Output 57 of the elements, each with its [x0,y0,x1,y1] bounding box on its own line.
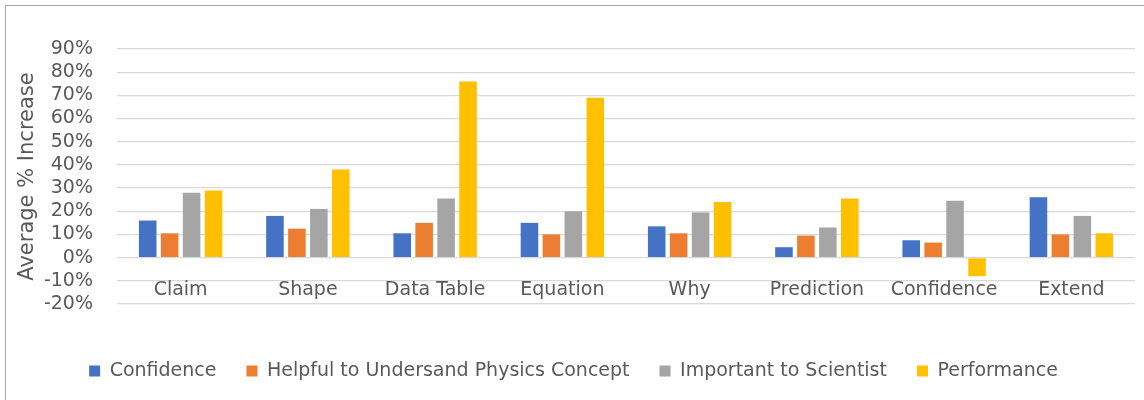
y-tick-label: 90% [50,35,93,58]
bar [924,242,942,257]
y-tick-label: 0% [62,244,93,267]
bar [713,202,732,257]
y-tick-label: 10% [50,221,93,244]
bar [775,247,793,257]
x-tick-label: Extend [1038,276,1105,299]
bar [691,212,710,257]
bar [1051,234,1070,257]
x-tick-label: Claim [153,276,208,299]
legend-label: Helpful to Undersand Physics Concept [266,357,630,380]
y-tick-label: -20% [43,290,93,313]
bar [393,233,411,257]
bar [332,169,350,257]
bar [586,97,605,257]
bar [841,198,859,257]
bar [437,198,455,257]
bar [819,227,837,257]
x-tick-label: Shape [278,276,338,299]
y-tick-label: 60% [50,105,93,128]
bar [459,81,477,257]
bar [266,215,284,257]
y-tick-label: 40% [50,151,93,174]
x-tick-label: Confidence [890,276,998,299]
y-tick-label: 80% [50,59,93,82]
bar [902,240,920,257]
legend-label: Performance [937,357,1058,380]
bar [182,192,201,257]
bar [310,208,328,257]
x-tick-label: Equation [520,276,605,299]
bar [204,190,223,257]
bar [1095,233,1114,257]
bar [160,233,179,257]
bar [946,200,964,257]
legend-label: Confidence [109,357,217,380]
bar [564,211,583,257]
y-tick-label: 30% [50,175,93,198]
x-tick-label: Why [668,276,711,299]
bar [647,226,666,257]
y-tick-label: 20% [50,198,93,221]
bar [1073,215,1092,257]
bar [669,233,688,257]
bar [138,220,157,257]
bar [1029,197,1048,257]
bar [797,235,815,257]
bar [288,228,306,257]
bar [542,234,561,257]
bar [415,222,433,257]
bar [520,222,539,257]
x-tick-label: Prediction [769,276,865,299]
y-tick-label: 70% [50,82,93,105]
y-axis-title: Average % Increase [14,72,39,281]
bar [968,258,986,277]
legend-label: Important to Scientist [680,357,887,380]
x-tick-label: Data Table [384,276,486,299]
y-tick-label: 50% [50,128,93,151]
y-tick-label: -10% [43,267,93,290]
